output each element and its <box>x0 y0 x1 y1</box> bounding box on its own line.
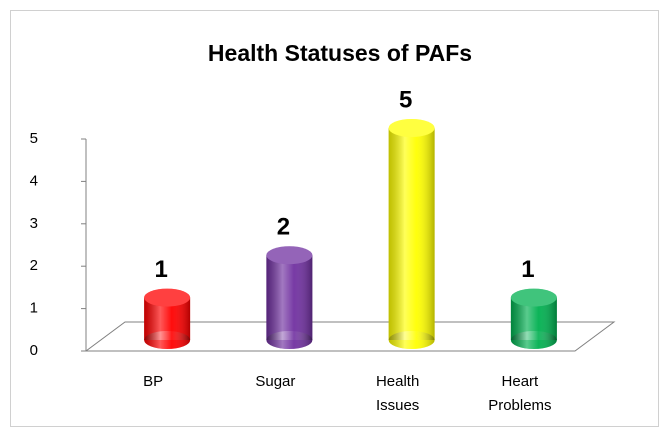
bar-top-highlight <box>144 288 191 307</box>
bar-top <box>144 288 191 307</box>
bar-shade <box>266 255 313 340</box>
bar-top-highlight <box>266 246 313 265</box>
bar-shade <box>388 128 435 340</box>
y-tick-label: 0 <box>30 342 38 359</box>
bar-top-highlight <box>388 119 435 137</box>
bar-top <box>266 246 313 265</box>
chart-border <box>10 10 659 427</box>
bar-bottom-shade <box>510 331 557 349</box>
data-label: 1 <box>154 256 167 283</box>
y-tick-label: 1 <box>30 300 38 317</box>
bar-bottom-shade <box>144 331 191 349</box>
x-tick-label: Health Issues <box>376 373 419 414</box>
bar-top-highlight <box>510 288 557 307</box>
data-label: 2 <box>277 214 290 241</box>
x-tick-label: BP <box>143 373 163 390</box>
bar-bottom-shade <box>388 331 435 349</box>
x-tick-label: Sugar <box>255 373 295 390</box>
floor <box>84 321 616 352</box>
chart-title: Health Statuses of PAFs <box>208 40 472 66</box>
y-tick-label: 4 <box>30 172 38 189</box>
bar-top <box>388 119 435 137</box>
y-tick-label: 5 <box>30 130 38 147</box>
y-tick-label: 2 <box>30 257 38 274</box>
data-label: 5 <box>399 86 412 113</box>
bar-top <box>510 288 557 307</box>
bar-bottom-shade <box>266 331 313 349</box>
data-label: 1 <box>521 256 534 283</box>
y-tick-label: 3 <box>30 215 38 232</box>
x-tick-label: Heart Problems <box>488 373 551 414</box>
